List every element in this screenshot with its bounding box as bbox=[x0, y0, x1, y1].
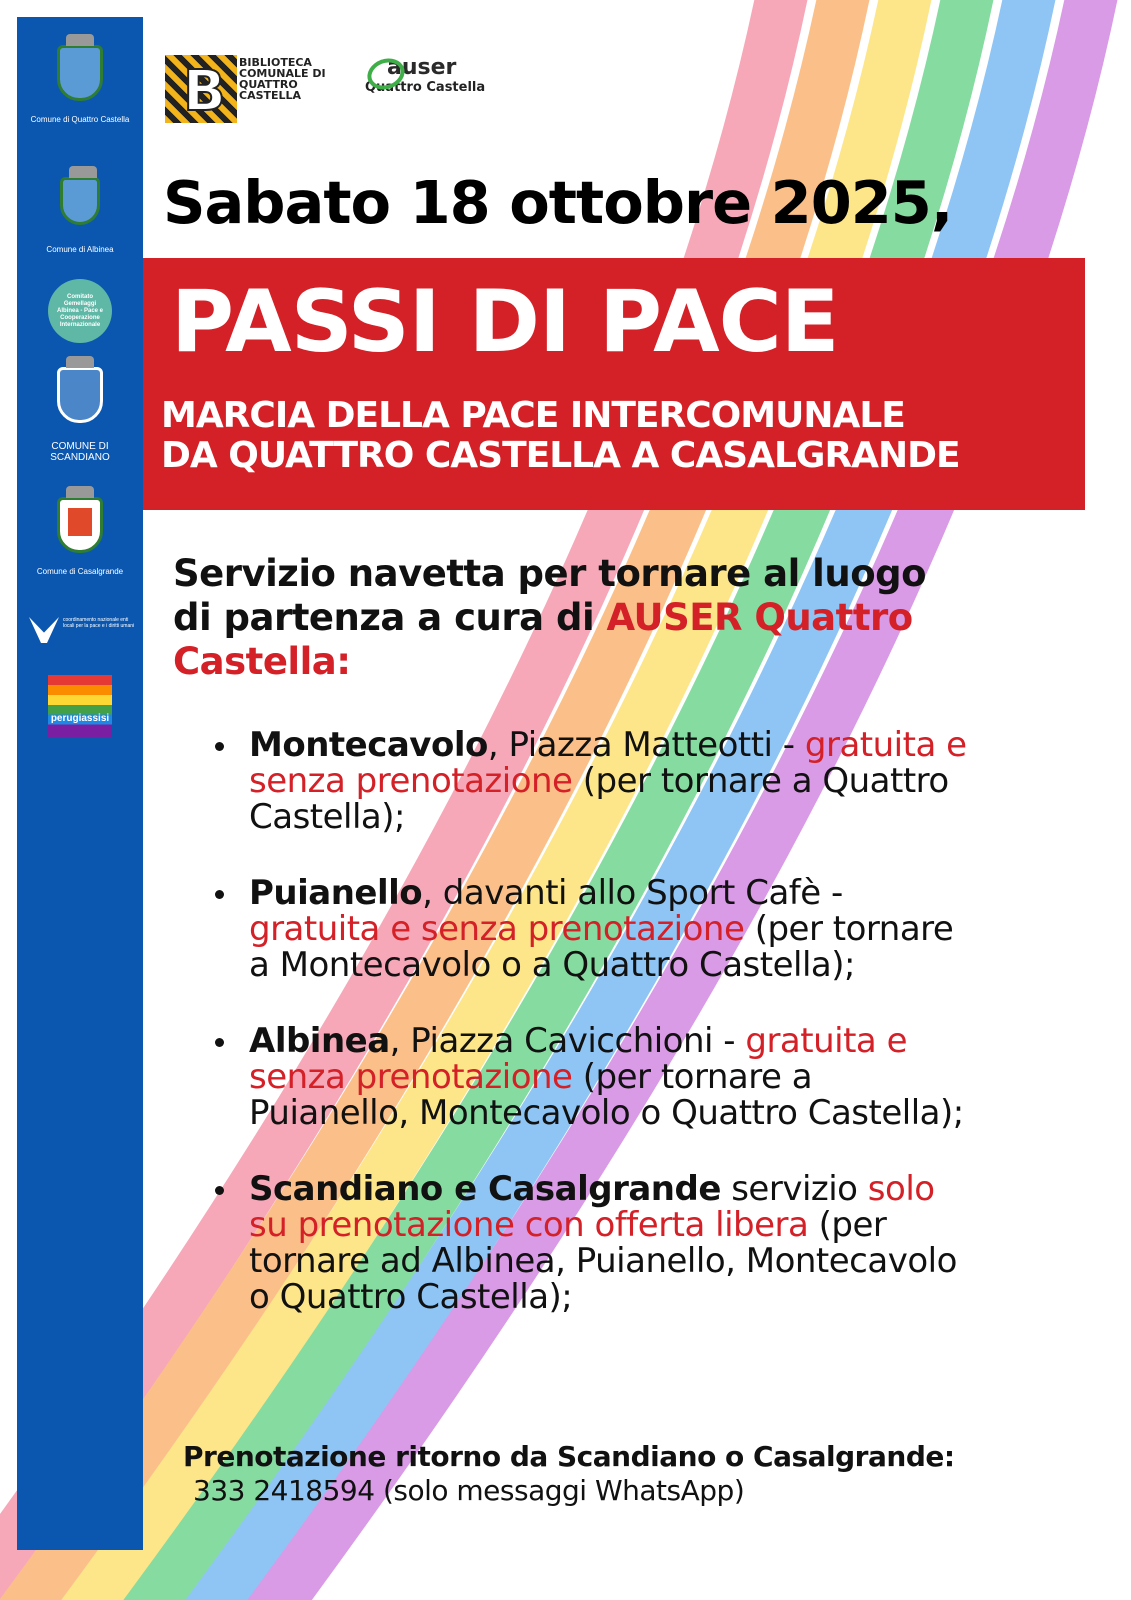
quattro-castella-crest: Comune di Quattro Castella bbox=[17, 34, 143, 124]
stops-list: Montecavolo, Piazza Matteotti - gratuita… bbox=[215, 727, 975, 1355]
logo-label: Comune di Casalgrande bbox=[36, 567, 124, 576]
booking-label: Prenotazione ritorno da Scandiano o Casa… bbox=[183, 1440, 955, 1473]
biblioteca-name: BIBLIOTECA COMUNALE DI QUATTRO CASTELLA bbox=[239, 56, 326, 102]
list-item: Puianello, davanti allo Sport Cafè - gra… bbox=[215, 875, 975, 983]
subtitle-line: MARCIA DELLA PACE INTERCOMUNALE bbox=[161, 395, 906, 436]
list-item: Scandiano e Casalgrande servizio solo su… bbox=[215, 1171, 975, 1315]
list-item: Montecavolo, Piazza Matteotti - gratuita… bbox=[215, 727, 975, 835]
albinea-crest: Comune di Albinea bbox=[17, 166, 143, 254]
auser-logo: auser Quattro Castella bbox=[365, 55, 505, 95]
event-subtitle: MARCIA DELLA PACE INTERCOMUNALE DA QUATTR… bbox=[161, 395, 961, 476]
list-item: Albinea, Piazza Cavicchioni - gratuita e… bbox=[215, 1023, 975, 1131]
gemellaggi-logo: Comitato Gemellaggi Albinea - Pace e Coo… bbox=[17, 279, 143, 343]
subtitle-line: DA QUATTRO CASTELLA A CASALGRANDE bbox=[161, 435, 961, 476]
rainbow-band bbox=[247, 0, 1118, 1600]
rainbow-band bbox=[185, 0, 1056, 1600]
scandiano-crest: COMUNE DI SCANDIANO bbox=[17, 356, 143, 463]
rainbow-band bbox=[61, 0, 932, 1600]
logo-label: Comune di Quattro Castella bbox=[30, 115, 130, 124]
title-banner: PASSI DI PACE MARCIA DELLA PACE INTERCOM… bbox=[143, 258, 1085, 510]
shuttle-intro: Servizio navetta per tornare al luogo di… bbox=[173, 552, 973, 684]
rainbow-band bbox=[123, 0, 994, 1600]
intro-highlight: AUSER Quattro Castella: bbox=[173, 596, 913, 683]
rainbow-band bbox=[0, 0, 870, 1600]
logo-label: Comune di Albinea bbox=[46, 245, 114, 254]
biblioteca-logo: B bbox=[165, 55, 237, 125]
booking-phone[interactable]: 333 2418594 (solo messaggi WhatsApp) bbox=[193, 1474, 745, 1507]
event-title: PASSI DI PACE bbox=[171, 272, 840, 372]
sponsor-sidebar: Comune di Quattro Castella Comune di Alb… bbox=[17, 17, 143, 1550]
intro-text: Servizio navetta per tornare al luogo di… bbox=[173, 552, 927, 639]
coordinamento-logo: coordinamento nazionale enti locali per … bbox=[17, 617, 143, 643]
auser-name: auser bbox=[365, 55, 505, 80]
logo-label: Comitato Gemellaggi Albinea - Pace e Coo… bbox=[48, 279, 112, 343]
perugiassisi-logo: perugiassisi bbox=[17, 675, 143, 737]
casalgrande-crest: Comune di Casalgrande bbox=[17, 486, 143, 576]
logo-label: COMUNE DI SCANDIANO bbox=[50, 441, 110, 463]
logo-label: coordinamento nazionale enti locali per … bbox=[63, 617, 135, 629]
event-date: Sabato 18 ottobre 2025, bbox=[163, 168, 953, 237]
